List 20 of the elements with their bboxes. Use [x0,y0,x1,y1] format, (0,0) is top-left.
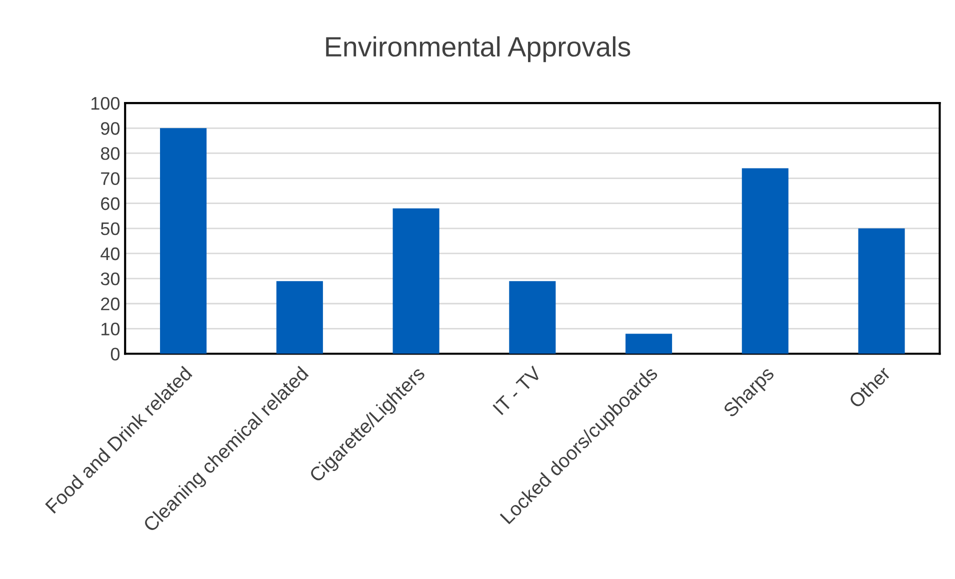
y-tick-label: 10 [102,322,120,336]
bar [392,208,440,354]
chart-title: Environmental Approvals [326,36,630,62]
bar [858,228,905,354]
y-tick-label: 50 [100,222,120,236]
y-tick-label: 0 [110,348,120,360]
y-tick-label: 60 [101,197,120,210]
bar [742,168,788,354]
y-tick-label: 80 [100,147,120,160]
y-tick-label: 100 [92,96,120,110]
bar [160,128,207,354]
x-tick-label: IT - TV [492,365,542,416]
y-tick-label: 40 [100,247,120,260]
bar [626,334,672,354]
y-tick-label: 30 [100,272,120,286]
bar [509,281,556,354]
y-tick-label: 20 [101,298,120,310]
y-tick-label: 90 [101,122,120,135]
y-tick-label: 70 [101,172,120,185]
bar [276,281,323,354]
